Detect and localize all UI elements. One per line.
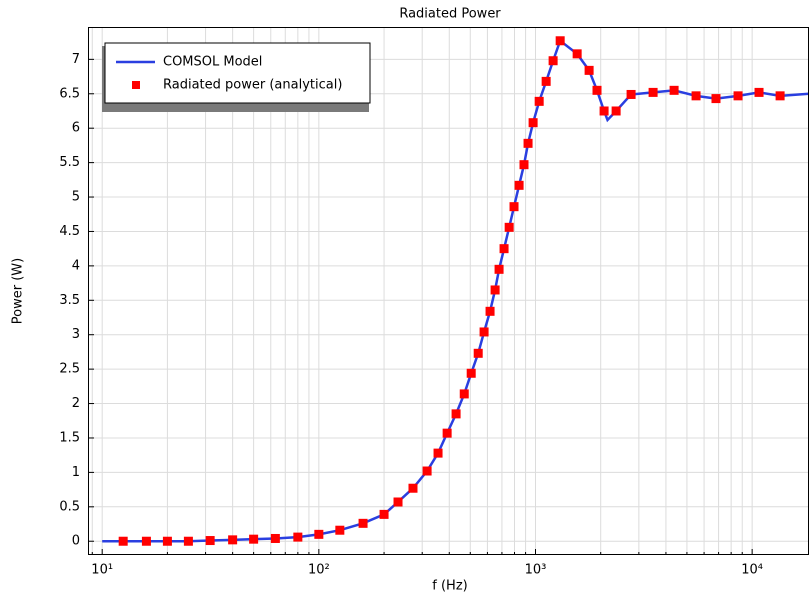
data-point — [669, 85, 679, 95]
data-point — [270, 533, 280, 543]
chart-title: Radiated Power — [399, 7, 501, 22]
data-point — [494, 264, 504, 274]
y-tick-label: 2 — [72, 396, 80, 411]
data-point — [523, 138, 533, 148]
data-point — [592, 85, 602, 95]
data-point — [548, 56, 558, 66]
y-tick-label: 1.5 — [59, 430, 80, 445]
y-tick-label: 4.5 — [59, 224, 80, 239]
data-point — [162, 536, 172, 546]
data-point — [459, 389, 469, 399]
data-point — [228, 535, 238, 545]
data-point — [314, 529, 324, 539]
y-tick-label: 3 — [72, 327, 80, 342]
data-point — [572, 49, 582, 59]
y-tick-label: 5.5 — [59, 155, 80, 170]
data-point — [451, 409, 461, 419]
data-point — [442, 428, 452, 438]
data-point — [509, 202, 519, 212]
y-tick-label: 2.5 — [59, 362, 80, 377]
y-tick-label: 4 — [72, 258, 80, 273]
data-point — [626, 89, 636, 99]
data-point — [528, 118, 538, 128]
y-tick-label: 6 — [72, 121, 80, 136]
data-point — [555, 36, 565, 46]
data-point — [422, 466, 432, 476]
data-point — [335, 525, 345, 535]
data-point — [534, 96, 544, 106]
data-point — [205, 536, 215, 546]
y-tick-label: 6.5 — [59, 86, 80, 101]
data-line — [102, 38, 809, 543]
data-point — [775, 91, 785, 101]
data-point — [504, 222, 514, 232]
data-point — [466, 368, 476, 378]
data-point — [473, 348, 483, 358]
data-point — [379, 509, 389, 519]
plot-area — [102, 36, 809, 546]
data-point — [711, 94, 721, 104]
data-point — [183, 536, 193, 546]
data-point — [691, 91, 701, 101]
y-tick-label: 5 — [72, 190, 80, 205]
data-point — [118, 536, 128, 546]
x-tick-label: 10³ — [525, 563, 547, 578]
data-point — [514, 180, 524, 190]
legend-marker — [132, 81, 140, 89]
legend-box — [104, 42, 371, 104]
y-tick-label: 3.5 — [59, 293, 80, 308]
data-point — [433, 448, 443, 458]
x-axis-label: f (Hz) — [432, 579, 467, 594]
data-point — [490, 285, 500, 295]
data-point — [393, 497, 403, 507]
data-point — [611, 106, 621, 116]
data-point — [599, 106, 609, 116]
data-point — [519, 160, 529, 170]
y-tick-label: 1 — [72, 465, 80, 480]
x-tick-label: 10² — [308, 563, 330, 578]
data-point — [541, 76, 551, 86]
data-point — [141, 536, 151, 546]
legend-label: COMSOL Model — [163, 55, 262, 70]
y-tick-label: 7 — [72, 52, 80, 67]
data-point — [293, 532, 303, 542]
data-point — [485, 306, 495, 316]
legend: COMSOL Model Radiated power (analytical) — [102, 42, 371, 112]
data-point — [358, 518, 368, 528]
data-point — [479, 327, 489, 337]
y-axis-label: Power (W) — [11, 258, 26, 324]
data-point — [499, 244, 509, 254]
x-tick-label: 10¹ — [91, 563, 113, 578]
legend-label: Radiated power (analytical) — [163, 78, 342, 93]
y-tick-label: 0.5 — [59, 499, 80, 514]
data-point — [584, 65, 594, 75]
data-point — [408, 483, 418, 493]
data-point — [249, 534, 259, 544]
data-point — [648, 87, 658, 97]
data-point — [754, 87, 764, 97]
data-point — [733, 91, 743, 101]
x-tick-label: 10⁴ — [741, 563, 763, 578]
y-tick-label: 0 — [72, 534, 80, 549]
